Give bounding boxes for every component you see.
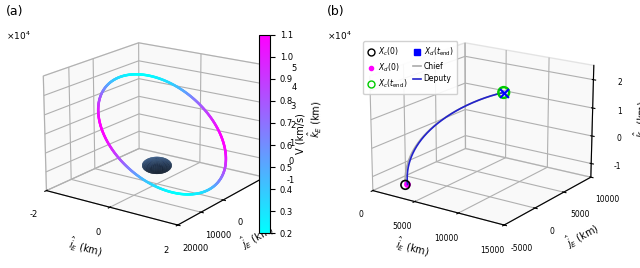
Text: (a): (a): [6, 5, 23, 18]
Text: $\times 10^4$: $\times 10^4$: [6, 30, 30, 42]
Y-axis label: $\hat{j}_E$ (km): $\hat{j}_E$ (km): [237, 220, 277, 253]
Y-axis label: $\hat{j}_E$ (km): $\hat{j}_E$ (km): [562, 219, 602, 252]
X-axis label: $\hat{i}_E$ (km): $\hat{i}_E$ (km): [394, 234, 431, 260]
Text: (b): (b): [327, 5, 345, 18]
Y-axis label: V (km/s): V (km/s): [296, 114, 306, 154]
Text: $\times 10^4$: $\times 10^4$: [327, 30, 352, 42]
X-axis label: $\hat{i}_E$ (km): $\hat{i}_E$ (km): [67, 234, 105, 260]
Legend: $X_c(0)$, $X_d(0)$, $X_c(t_\mathrm{end})$, $X_d(t_\mathrm{end})$, Chief, Deputy: $X_c(0)$, $X_d(0)$, $X_c(t_\mathrm{end})…: [363, 42, 458, 94]
